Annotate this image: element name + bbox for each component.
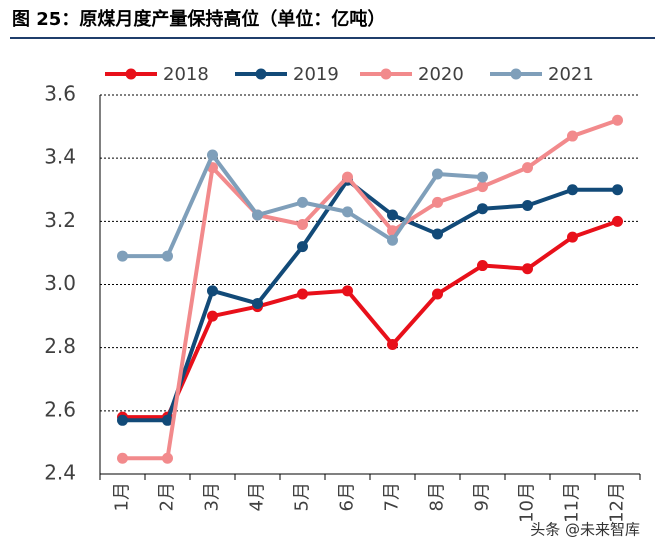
point [252, 209, 263, 221]
legend-marker [510, 68, 522, 80]
x-tick-label: 8月 [427, 482, 448, 511]
point [432, 288, 443, 300]
point [567, 130, 578, 142]
point [387, 209, 398, 221]
point [432, 196, 443, 208]
point [612, 184, 623, 196]
point [117, 250, 128, 262]
legend-label: 2021 [548, 64, 594, 85]
point [477, 171, 488, 183]
point [117, 414, 128, 426]
chart-title: 图 25：原煤月度产量保持高位（单位：亿吨） [12, 8, 385, 30]
y-tick-label: 3.4 [44, 145, 76, 169]
point [297, 241, 308, 253]
legend-marker [125, 68, 137, 80]
x-tick-label: 10月 [517, 482, 538, 523]
x-tick-label: 9月 [472, 482, 493, 511]
legend-label: 2018 [163, 64, 209, 85]
point [612, 215, 623, 227]
point [162, 250, 173, 262]
x-tick-label: 11月 [562, 482, 583, 523]
point [342, 285, 353, 297]
point [297, 218, 308, 230]
y-tick-label: 2.4 [44, 461, 76, 485]
point [342, 171, 353, 183]
point [387, 234, 398, 246]
point [477, 260, 488, 272]
point [387, 339, 398, 351]
legend-label: 2019 [293, 64, 339, 85]
y-tick-label: 2.6 [44, 397, 76, 421]
x-tick-label: 12月 [607, 482, 628, 523]
point [567, 184, 578, 196]
point [477, 181, 488, 193]
point [477, 203, 488, 215]
point [432, 228, 443, 240]
point [162, 452, 173, 464]
legend-marker [255, 68, 267, 80]
y-tick-label: 2.8 [44, 334, 76, 358]
y-tick-label: 3.6 [44, 82, 76, 106]
point [207, 310, 218, 322]
watermark: 头条 @未来智库 [530, 521, 640, 539]
point [567, 231, 578, 243]
point [207, 149, 218, 161]
series-line [122, 118, 619, 461]
point [522, 200, 533, 212]
x-tick-label: 4月 [247, 482, 268, 511]
x-tick-label: 7月 [382, 482, 403, 511]
point [162, 414, 173, 426]
point [297, 196, 308, 208]
series-line [122, 178, 618, 423]
y-tick-label: 3.0 [44, 271, 76, 295]
point [252, 297, 263, 309]
y-tick-label: 3.2 [44, 208, 76, 232]
legend-label: 2020 [418, 64, 464, 85]
legend-marker [380, 68, 392, 80]
point [207, 285, 218, 297]
point [522, 263, 533, 275]
series-line [122, 219, 619, 420]
point [432, 168, 443, 180]
x-tick-label: 6月 [337, 482, 358, 511]
x-tick-label: 1月 [112, 482, 133, 511]
point [522, 162, 533, 174]
x-tick-label: 5月 [292, 482, 313, 511]
x-tick-label: 3月 [202, 482, 223, 511]
point [297, 288, 308, 300]
point [117, 452, 128, 464]
x-tick-label: 2月 [157, 482, 178, 511]
point [342, 206, 353, 218]
point [612, 114, 623, 126]
